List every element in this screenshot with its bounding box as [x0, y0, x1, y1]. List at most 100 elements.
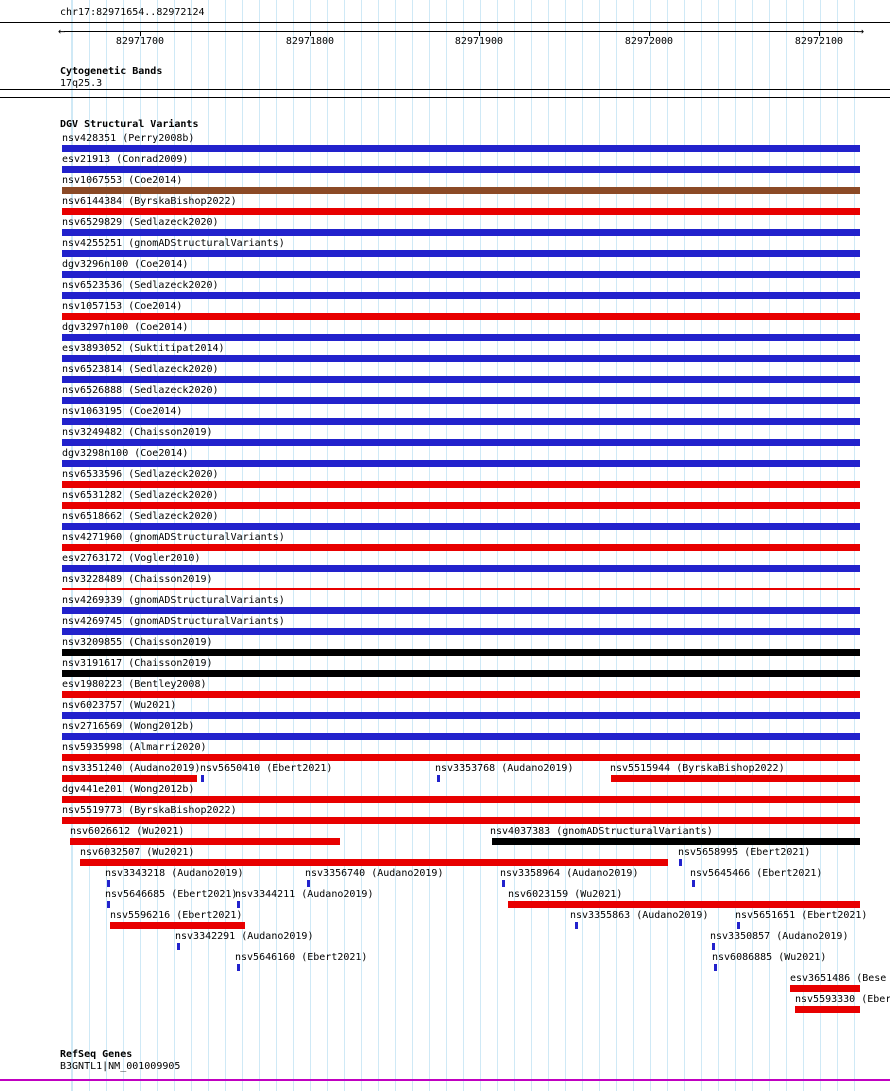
variant-label[interactable]: nsv6531282 (Sedlazeck2020) [62, 490, 219, 501]
variant-bar[interactable] [62, 649, 860, 656]
variant-label[interactable]: nsv5646685 (Ebert2021) [105, 889, 238, 900]
variant-label[interactable]: nsv3191617 (Chaisson2019) [62, 658, 213, 669]
variant-label[interactable]: nsv5646160 (Ebert2021) [235, 952, 368, 963]
variant-label[interactable]: nsv5515944 (ByrskaBishop2022) [610, 763, 785, 774]
variant-label[interactable]: dgv3296n100 (Coe2014) [62, 259, 189, 270]
variant-label[interactable]: nsv5519773 (ByrskaBishop2022) [62, 805, 237, 816]
variant-bar[interactable] [437, 775, 440, 782]
variant-label[interactable]: nsv6526888 (Sedlazeck2020) [62, 385, 219, 396]
variant-bar[interactable] [107, 901, 110, 908]
variant-label[interactable]: esv3651486 (Bese [790, 973, 887, 984]
variant-bar[interactable] [177, 943, 180, 950]
variant-bar[interactable] [62, 208, 860, 215]
variant-label[interactable]: nsv6533596 (Sedlazeck2020) [62, 469, 219, 480]
variant-label[interactable]: nsv6026612 (Wu2021) [70, 826, 185, 837]
variant-label[interactable]: nsv3228489 (Chaisson2019) [62, 574, 213, 585]
variant-bar[interactable] [62, 292, 860, 299]
variant-label[interactable]: esv3893052 (Suktitipat2014) [62, 343, 225, 354]
variant-label[interactable]: nsv6144384 (ByrskaBishop2022) [62, 196, 237, 207]
variant-bar[interactable] [307, 880, 310, 887]
variant-label[interactable]: nsv5651651 (Ebert2021) [735, 910, 868, 921]
variant-label[interactable]: nsv4271960 (gnomADStructuralVariants) [62, 532, 285, 543]
variant-label[interactable]: nsv3350857 (Audano2019) [710, 931, 849, 942]
variant-bar[interactable] [712, 943, 715, 950]
variant-label[interactable]: nsv6086885 (Wu2021) [712, 952, 827, 963]
variant-bar[interactable] [201, 775, 204, 782]
variant-bar[interactable] [62, 355, 860, 362]
variant-bar[interactable] [107, 880, 110, 887]
variant-bar[interactable] [62, 313, 860, 320]
variant-bar[interactable] [62, 754, 860, 761]
variant-bar[interactable] [679, 859, 682, 866]
variant-label[interactable]: nsv3249482 (Chaisson2019) [62, 427, 213, 438]
variant-bar[interactable] [62, 271, 860, 278]
variant-bar[interactable] [237, 901, 240, 908]
variant-bar[interactable] [62, 712, 860, 719]
variant-bar[interactable] [62, 544, 860, 551]
variant-label[interactable]: nsv6523814 (Sedlazeck2020) [62, 364, 219, 375]
variant-bar[interactable] [62, 775, 197, 782]
variant-label[interactable]: esv2763172 (Vogler2010) [62, 553, 201, 564]
variant-label[interactable]: nsv2716569 (Wong2012b) [62, 721, 195, 732]
refseq-gene-bar[interactable] [0, 1079, 890, 1081]
variant-label[interactable]: nsv4037383 (gnomADStructuralVariants) [490, 826, 713, 837]
variant-bar[interactable] [62, 187, 860, 194]
variant-bar[interactable] [62, 628, 860, 635]
variant-bar[interactable] [62, 229, 860, 236]
variant-bar[interactable] [70, 838, 340, 845]
variant-label[interactable]: dgv3297n100 (Coe2014) [62, 322, 189, 333]
variant-label[interactable]: nsv5658995 (Ebert2021) [678, 847, 811, 858]
variant-label[interactable]: dgv441e201 (Wong2012b) [62, 784, 195, 795]
variant-bar[interactable] [508, 901, 860, 908]
variant-bar[interactable] [62, 439, 860, 446]
variant-label[interactable]: nsv5935998 (Almarri2020) [62, 742, 207, 753]
variant-bar[interactable] [62, 691, 860, 698]
variant-label[interactable]: nsv3356740 (Audano2019) [305, 868, 444, 879]
variant-label[interactable]: nsv3209855 (Chaisson2019) [62, 637, 213, 648]
variant-label[interactable]: nsv5596216 (Ebert2021) [110, 910, 243, 921]
variant-bar[interactable] [62, 334, 860, 341]
variant-bar[interactable] [80, 859, 668, 866]
variant-bar[interactable] [737, 922, 740, 929]
variant-label[interactable]: nsv1063195 (Coe2014) [62, 406, 183, 417]
variant-bar[interactable] [237, 964, 240, 971]
variant-bar[interactable] [62, 565, 860, 572]
variant-bar[interactable] [62, 145, 860, 152]
variant-bar[interactable] [790, 985, 860, 992]
variant-bar[interactable] [502, 880, 505, 887]
variant-label[interactable]: nsv6023757 (Wu2021) [62, 700, 177, 711]
variant-bar[interactable] [62, 607, 860, 614]
variant-label[interactable]: nsv6032507 (Wu2021) [80, 847, 195, 858]
variant-bar[interactable] [62, 588, 860, 590]
variant-label[interactable]: esv21913 (Conrad2009) [62, 154, 189, 165]
variant-label[interactable]: nsv3344211 (Audano2019) [235, 889, 374, 900]
variant-label[interactable]: nsv5593330 (Eber [795, 994, 890, 1005]
variant-label[interactable]: nsv3358964 (Audano2019) [500, 868, 639, 879]
variant-bar[interactable] [110, 922, 245, 929]
variant-bar[interactable] [62, 376, 860, 383]
variant-label[interactable]: nsv4255251 (gnomADStructuralVariants) [62, 238, 285, 249]
variant-bar[interactable] [62, 796, 860, 803]
variant-bar[interactable] [62, 250, 860, 257]
variant-label[interactable]: nsv1067553 (Coe2014) [62, 175, 183, 186]
variant-bar[interactable] [714, 964, 717, 971]
scroll-left-icon[interactable]: ← [58, 24, 66, 38]
variant-label[interactable]: nsv3355863 (Audano2019) [570, 910, 709, 921]
variant-bar[interactable] [611, 775, 860, 782]
variant-bar[interactable] [692, 880, 695, 887]
variant-bar[interactable] [492, 838, 860, 845]
variant-label[interactable]: nsv5645466 (Ebert2021) [690, 868, 823, 879]
refseq-gene-label[interactable]: B3GNTL1|NM_001009905 [60, 1061, 181, 1072]
variant-bar[interactable] [575, 922, 578, 929]
variant-bar[interactable] [62, 817, 860, 824]
variant-bar[interactable] [62, 670, 860, 677]
variant-label[interactable]: nsv4269339 (gnomADStructuralVariants) [62, 595, 285, 606]
variant-label[interactable]: nsv3342291 (Audano2019) [175, 931, 314, 942]
variant-label[interactable]: nsv428351 (Perry2008b) [62, 133, 195, 144]
variant-label[interactable]: esv1980223 (Bentley2008) [62, 679, 207, 690]
variant-label[interactable]: nsv6523536 (Sedlazeck2020) [62, 280, 219, 291]
variant-label[interactable]: nsv1057153 (Coe2014) [62, 301, 183, 312]
variant-label[interactable]: nsv6518662 (Sedlazeck2020) [62, 511, 219, 522]
variant-bar[interactable] [62, 523, 860, 530]
variant-label[interactable]: nsv3353768 (Audano2019) [435, 763, 574, 774]
